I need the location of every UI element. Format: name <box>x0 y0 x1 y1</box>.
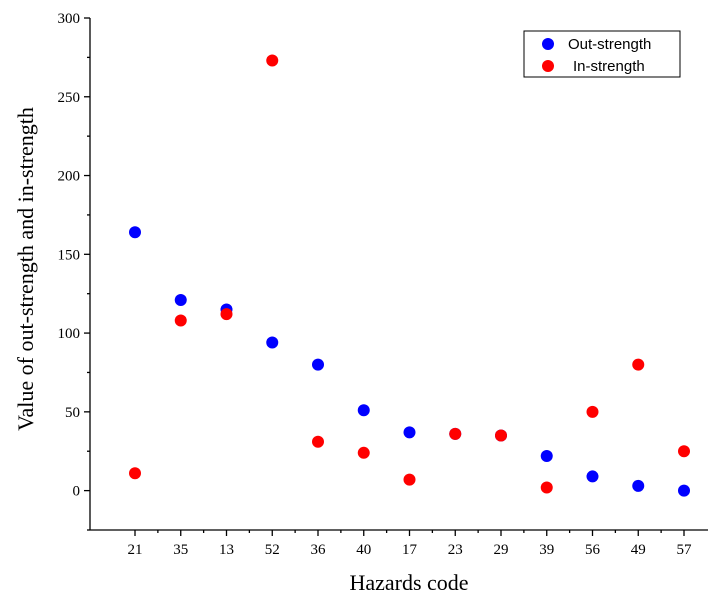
y-tick-label: 250 <box>58 90 81 106</box>
point-out-strength <box>129 226 141 239</box>
y-tick-label: 0 <box>73 484 81 500</box>
y-tick-label: 100 <box>58 326 81 342</box>
x-ticks: 21 35 13 52 36 40 17 23 29 39 56 49 57 <box>128 530 693 558</box>
x-tick-label: 35 <box>173 542 188 558</box>
legend-marker-out-strength <box>542 38 554 50</box>
y-axis-title: Value of out-strength and in-strength <box>13 107 38 431</box>
x-tick-label: 39 <box>539 542 554 558</box>
x-tick-label: 13 <box>219 542 234 558</box>
point-in-strength <box>449 427 462 440</box>
point-in-strength <box>678 445 690 458</box>
y-ticks: 0 50 100 150 200 250 300 <box>58 11 90 531</box>
point-in-strength <box>174 314 187 327</box>
legend-label-out-strength: Out-strength <box>568 36 651 53</box>
point-in-strength <box>403 473 416 486</box>
point-in-strength <box>266 54 279 67</box>
point-out-strength <box>586 470 599 483</box>
point-in-strength <box>540 481 553 494</box>
x-axis-title: Hazards code <box>349 570 468 595</box>
x-tick-label: 23 <box>448 542 463 558</box>
point-out-strength <box>540 449 553 462</box>
point-in-strength <box>357 446 370 459</box>
y-tick-label: 200 <box>58 169 81 185</box>
data-points <box>129 54 690 497</box>
legend-marker-in-strength <box>542 60 554 72</box>
y-tick-label: 150 <box>58 247 81 263</box>
x-tick-label: 17 <box>402 542 418 558</box>
point-in-strength <box>632 358 645 371</box>
point-out-strength <box>312 358 324 371</box>
point-out-strength <box>357 404 370 417</box>
point-in-strength <box>586 405 599 418</box>
point-out-strength <box>403 426 416 439</box>
y-tick-label: 300 <box>58 11 81 27</box>
point-in-strength <box>495 429 507 442</box>
x-tick-label: 52 <box>265 542 280 558</box>
point-in-strength <box>129 467 141 480</box>
x-tick-label: 36 <box>311 542 327 558</box>
point-out-strength <box>632 479 645 492</box>
x-tick-label: 49 <box>631 542 646 558</box>
point-in-strength <box>312 435 324 448</box>
x-tick-label: 56 <box>585 542 601 558</box>
legend: Out-strength In-strength <box>523 30 681 78</box>
axes <box>89 18 708 531</box>
x-tick-label: 40 <box>356 542 371 558</box>
y-tick-label: 50 <box>65 405 80 421</box>
point-out-strength <box>678 484 690 497</box>
point-out-strength <box>266 336 279 349</box>
point-in-strength <box>220 308 233 321</box>
x-tick-label: 57 <box>677 542 693 558</box>
point-out-strength <box>174 293 187 306</box>
x-tick-label: 21 <box>128 542 143 558</box>
legend-label-in-strength: In-strength <box>573 58 645 75</box>
x-tick-label: 29 <box>494 542 509 558</box>
